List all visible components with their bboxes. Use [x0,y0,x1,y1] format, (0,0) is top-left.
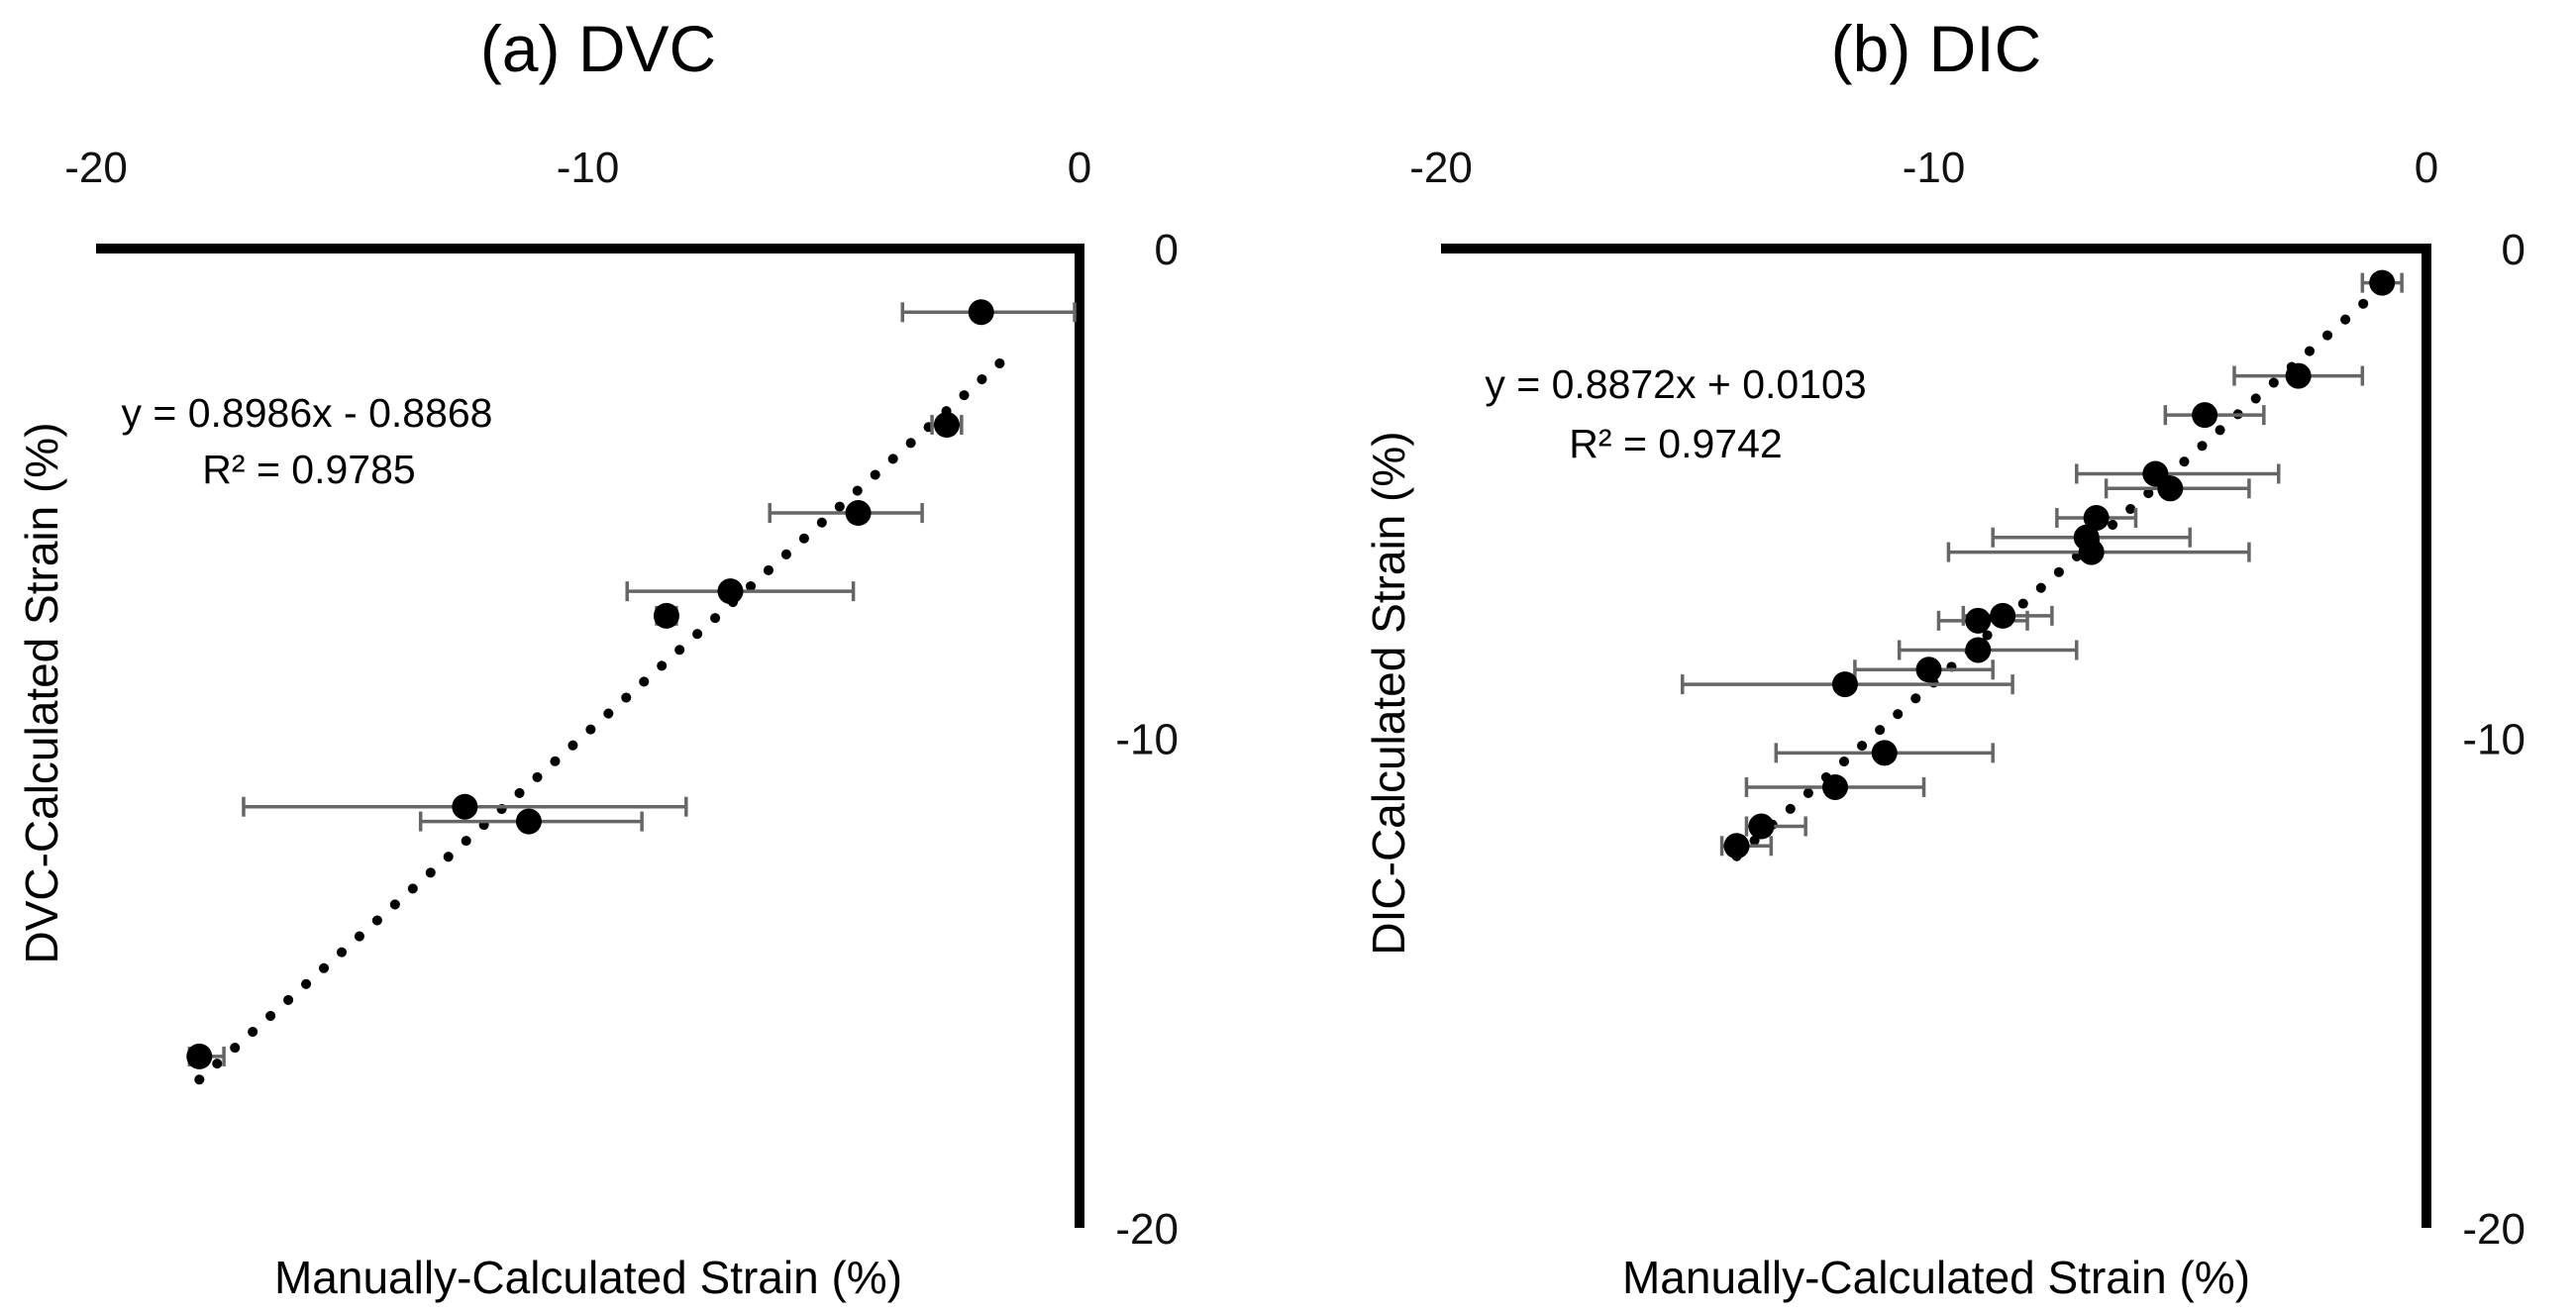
data-point [933,412,960,439]
r-squared-label: R² = 0.9742 [1569,421,1782,466]
x-tick-label: -10 [1903,144,1966,192]
data-point [515,808,542,835]
trendline [194,349,1016,1085]
chart-panel-dvc: (a) DVC -20 -10 0 0 -10 -20 Manually-Calculated… [16,12,1179,1303]
trendline-equation: y = 0.8986x - 0.8868 [122,390,493,436]
data-point [845,500,872,527]
data-point [1723,833,1750,859]
data-point [186,1043,213,1069]
data-point [717,578,744,605]
y-tick-label: -20 [1115,1205,1179,1254]
data-point [2083,504,2110,531]
chart-title: (b) DIC [1831,12,2042,85]
data-point [2078,539,2105,565]
y-axis-label: DVC-Calculated Strain (%) [16,422,67,963]
x-tick-label: 0 [1068,144,1091,192]
data-point [1915,657,1942,683]
data-point [968,299,994,326]
trendline-equation: y = 0.8872x + 0.0103 [1485,361,1866,407]
y-tick-label: -10 [2462,716,2525,764]
x-tick-label: -10 [557,144,620,192]
y-tick-label: 0 [2502,226,2525,274]
y-axis-label: DIC-Calculated Strain (%) [1363,431,1414,955]
y-tick-label: 0 [1155,226,1179,274]
x-axis-label: Manually-Calculated Strain (%) [274,1252,902,1303]
trendline [1731,295,2373,861]
data-point [452,793,478,820]
data-point [1965,637,1992,663]
r-squared-label: R² = 0.9785 [202,447,415,492]
chart-panel-dic: (b) DIC -20 -10 0 0 -10 -20 Manually-Calculated… [1363,12,2525,1303]
data-point [1990,602,2016,629]
y-tick-label: -10 [1115,716,1179,764]
data-point [1965,607,1992,634]
data-point [2285,362,2312,389]
data-point [1748,813,1775,840]
x-tick-label: 0 [2415,144,2438,192]
data-point [2192,402,2218,429]
x-tick-label: -20 [64,144,128,192]
data-point [1831,671,1858,698]
data-point [1871,740,1898,766]
x-axis-label: Manually-Calculated Strain (%) [1622,1252,2250,1303]
x-tick-label: -20 [1409,144,1473,192]
y-tick-label: -20 [2462,1205,2525,1254]
data-point [653,602,679,629]
data-point [1822,773,1848,800]
data-point [2157,475,2184,502]
chart-title: (a) DVC [480,12,716,85]
data-point [2369,269,2396,296]
